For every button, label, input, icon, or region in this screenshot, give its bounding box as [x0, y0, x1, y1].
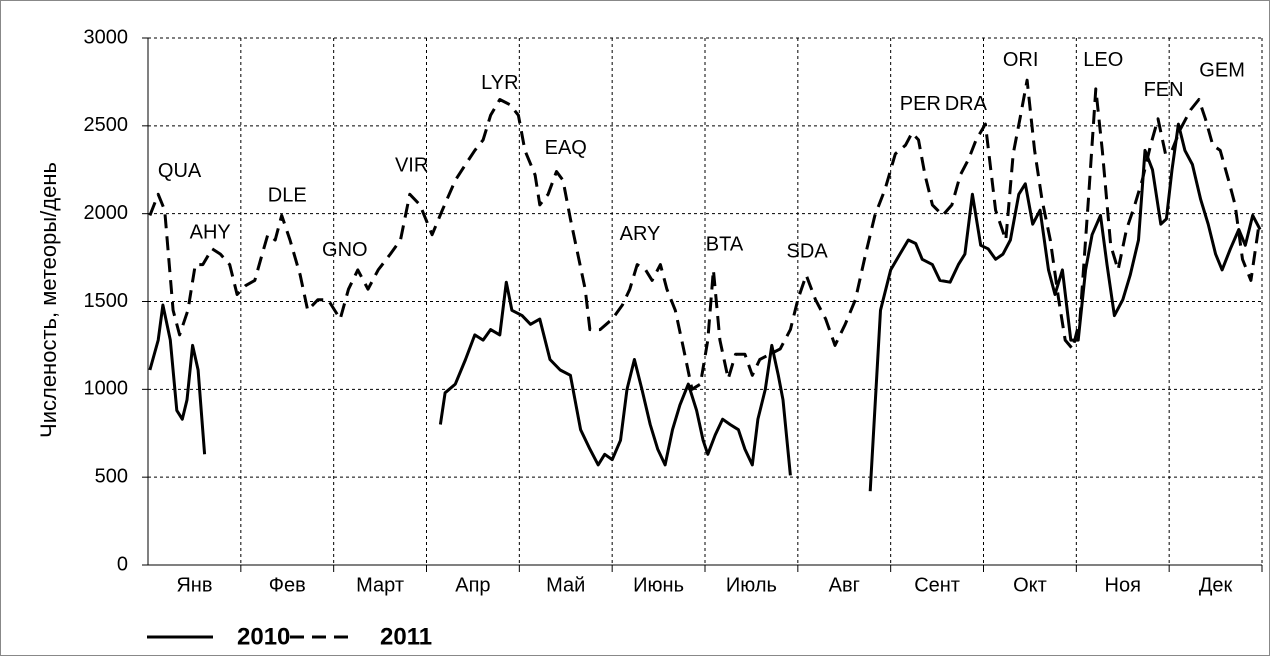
x-tick-label: Июль — [726, 574, 777, 596]
x-tick-label: Янв — [176, 574, 212, 596]
annotation: PER — [900, 93, 941, 115]
y-tick-label: 1000 — [84, 378, 129, 400]
annotation: GEM — [1199, 60, 1245, 82]
x-tick-label: Окт — [1013, 574, 1047, 596]
annotation: EAQ — [545, 137, 587, 159]
line-series — [148, 78, 1260, 391]
x-tick-label: Май — [546, 574, 585, 596]
y-tick-label: 2000 — [84, 202, 129, 224]
annotation: AHY — [190, 221, 231, 243]
annotation: BTA — [706, 234, 744, 256]
x-tick-label: Дек — [1199, 574, 1233, 596]
annotation: VIR — [395, 155, 428, 177]
annotation: FEN — [1144, 79, 1184, 101]
annotation: GNO — [322, 239, 368, 261]
y-tick-label: 2500 — [84, 114, 129, 136]
x-tick-label: Фев — [269, 574, 306, 596]
annotation: DLE — [268, 184, 307, 206]
legend-label: 2010 — [237, 623, 290, 650]
y-tick-label: 0 — [117, 553, 128, 575]
y-tick-label: 1500 — [84, 290, 129, 312]
annotation: SDA — [787, 241, 829, 263]
y-tick-label: 3000 — [84, 26, 129, 48]
annotation: DRA — [945, 93, 988, 115]
annotation: LEO — [1083, 49, 1123, 71]
x-tick-label: Ноя — [1105, 574, 1141, 596]
legend-label: 2011 — [380, 623, 432, 650]
annotation: ORI — [1003, 49, 1039, 71]
y-tick-label: 500 — [95, 465, 128, 487]
x-tick-label: Июнь — [633, 574, 684, 596]
x-tick-label: Авг — [829, 574, 860, 596]
annotation: QUA — [158, 160, 202, 182]
annotation: LYR — [481, 72, 518, 94]
y-axis-label: Численость, метеоры/день — [36, 162, 61, 438]
x-tick-label: Апр — [455, 574, 490, 596]
annotation: ARY — [620, 223, 661, 245]
x-tick-label: Март — [356, 574, 404, 596]
x-tick-label: Сент — [914, 574, 960, 596]
